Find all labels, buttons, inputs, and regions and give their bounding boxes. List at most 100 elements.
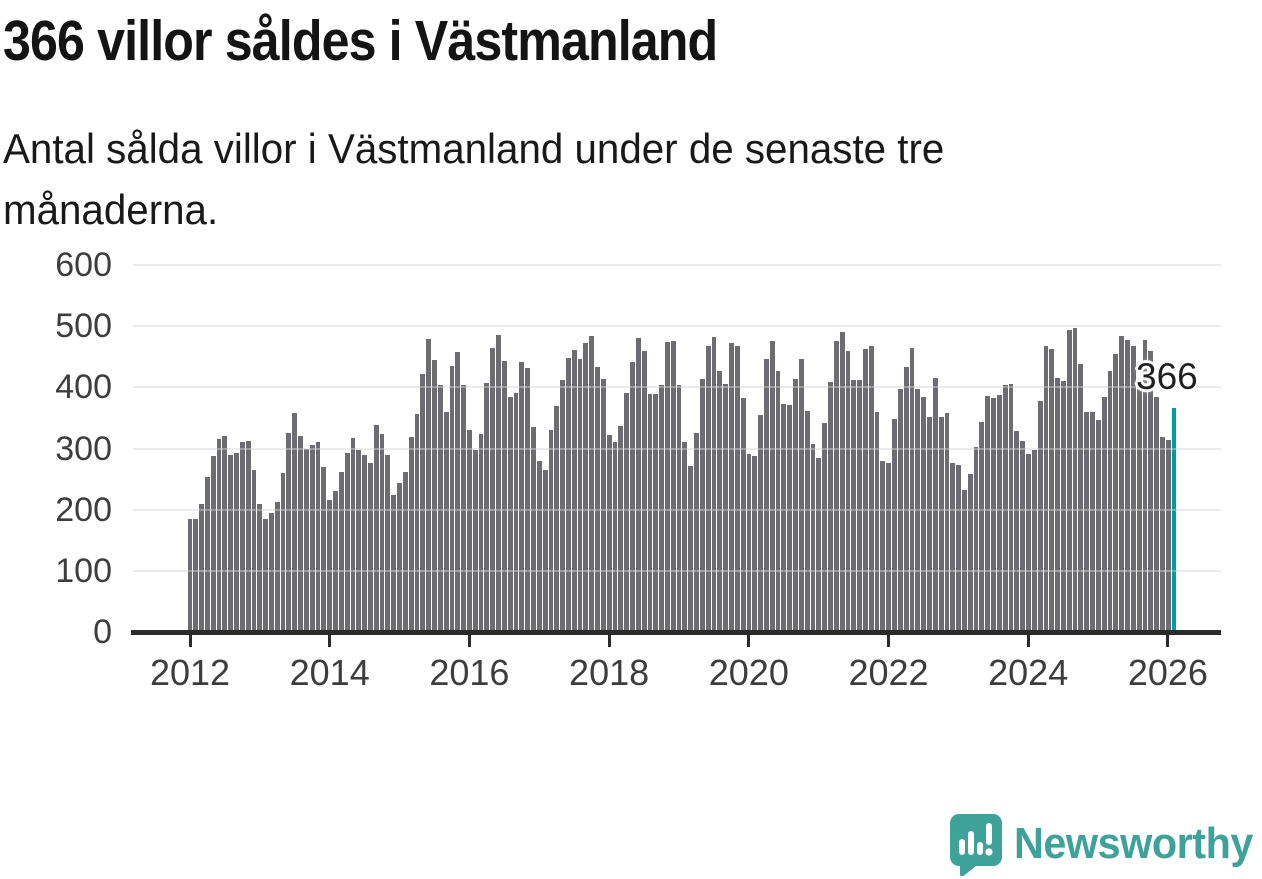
newsworthy-logo-icon bbox=[950, 814, 1002, 876]
bar bbox=[531, 427, 536, 632]
gridline-200 bbox=[133, 508, 1221, 511]
bar bbox=[513, 393, 519, 632]
bar bbox=[321, 466, 327, 632]
bar bbox=[368, 462, 373, 632]
bar bbox=[1055, 378, 1060, 632]
bar bbox=[1043, 345, 1049, 632]
bar bbox=[938, 417, 944, 632]
gridline-300 bbox=[133, 447, 1221, 450]
bar bbox=[1008, 384, 1014, 632]
bar bbox=[1125, 339, 1130, 632]
bar bbox=[484, 383, 490, 632]
bar bbox=[694, 432, 699, 632]
bar bbox=[886, 463, 892, 632]
gridline-400 bbox=[133, 386, 1221, 389]
bar bbox=[251, 469, 257, 632]
bar bbox=[274, 502, 280, 632]
bar bbox=[723, 384, 729, 632]
subtitle-line-2: månaderna. bbox=[3, 186, 219, 233]
bar bbox=[303, 448, 309, 632]
bar bbox=[944, 413, 950, 632]
bar bbox=[1142, 340, 1148, 632]
bar bbox=[373, 425, 379, 632]
bar bbox=[781, 403, 787, 632]
bar bbox=[699, 378, 705, 632]
bar bbox=[927, 417, 932, 632]
bar bbox=[298, 436, 303, 632]
bar bbox=[624, 392, 630, 632]
bar bbox=[338, 471, 344, 632]
bar bbox=[228, 454, 234, 632]
bar bbox=[676, 385, 682, 632]
bar bbox=[449, 365, 455, 632]
gridline-100 bbox=[133, 569, 1221, 572]
bar bbox=[204, 477, 210, 632]
bar bbox=[665, 342, 670, 632]
bar bbox=[874, 411, 880, 632]
bar bbox=[461, 384, 466, 632]
bar bbox=[269, 512, 274, 632]
y-axis-label-100: 100 bbox=[55, 551, 112, 590]
y-axis-label-500: 500 bbox=[55, 307, 112, 346]
bar bbox=[1061, 380, 1066, 632]
bar bbox=[1020, 441, 1026, 632]
bar bbox=[519, 361, 525, 632]
bar bbox=[420, 374, 426, 632]
gridline-500 bbox=[133, 325, 1221, 328]
bar bbox=[583, 342, 589, 632]
bar bbox=[443, 411, 449, 632]
bar bbox=[1113, 353, 1119, 632]
x-axis-label-2018: 2018 bbox=[569, 652, 650, 693]
bar bbox=[193, 518, 199, 632]
gridline-600 bbox=[133, 264, 1221, 266]
bar bbox=[1049, 349, 1055, 632]
bar bbox=[647, 394, 653, 632]
bar bbox=[1154, 397, 1159, 632]
bar bbox=[589, 335, 595, 632]
bar bbox=[612, 442, 618, 632]
bar bbox=[199, 503, 204, 632]
bar bbox=[682, 441, 688, 632]
x-axis-tick-2014 bbox=[328, 635, 332, 647]
bar bbox=[746, 454, 752, 632]
bar bbox=[554, 406, 560, 632]
bar bbox=[985, 395, 991, 632]
bar bbox=[740, 398, 746, 632]
bar bbox=[432, 360, 437, 632]
highlighted-bar bbox=[1171, 408, 1177, 632]
bar bbox=[414, 413, 420, 632]
bar bbox=[309, 445, 315, 632]
bar bbox=[455, 352, 461, 632]
bar bbox=[868, 345, 874, 632]
bar bbox=[356, 450, 362, 632]
bar bbox=[810, 443, 816, 632]
bar bbox=[566, 357, 571, 632]
bar bbox=[909, 348, 915, 632]
bar bbox=[863, 348, 868, 632]
bar bbox=[280, 472, 286, 632]
bar bbox=[839, 331, 845, 632]
bar bbox=[1148, 350, 1154, 632]
bar bbox=[525, 368, 531, 632]
bar bbox=[379, 433, 385, 632]
y-axis-label-300: 300 bbox=[55, 429, 112, 468]
x-axis-tick-2022 bbox=[887, 635, 890, 647]
y-axis-label-200: 200 bbox=[55, 490, 112, 529]
bar bbox=[391, 494, 397, 632]
x-axis-label-2022: 2022 bbox=[848, 652, 929, 693]
bar bbox=[758, 414, 763, 632]
bar bbox=[467, 429, 472, 632]
bar bbox=[402, 471, 408, 632]
bar bbox=[705, 345, 711, 632]
bar bbox=[333, 490, 338, 632]
bar bbox=[292, 413, 298, 632]
bar bbox=[426, 339, 432, 632]
bar bbox=[880, 460, 886, 632]
bar bbox=[1014, 431, 1020, 632]
bar bbox=[1136, 384, 1142, 632]
bar bbox=[187, 518, 193, 632]
bar bbox=[764, 358, 769, 632]
bar bbox=[507, 396, 513, 632]
bar bbox=[769, 341, 775, 632]
